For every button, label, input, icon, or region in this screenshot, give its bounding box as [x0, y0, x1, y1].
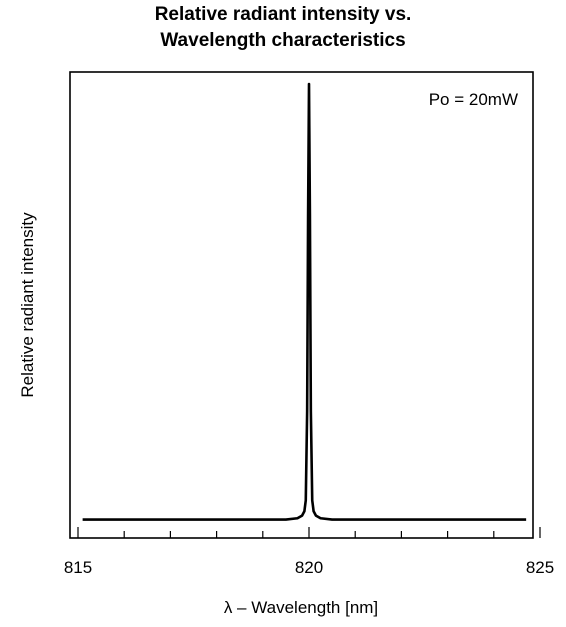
power-annotation: Po = 20mW	[429, 90, 518, 109]
x-tick-label: 825	[526, 558, 554, 577]
x-axis-label: λ – Wavelength [nm]	[224, 598, 378, 617]
x-ticks	[77, 527, 541, 538]
x-tick-label: 820	[295, 558, 323, 577]
plot-frame	[69, 71, 534, 539]
chart-title-line-2: Wavelength characteristics	[160, 30, 406, 51]
x-tick-labels: 815 820 825	[64, 558, 554, 577]
chart-title: Relative radiant intensity vs. Wavelengt…	[0, 2, 566, 54]
x-tick-label: 815	[64, 558, 92, 577]
spectrum-line	[82, 82, 527, 521]
chart-title-line-1: Relative radiant intensity vs.	[154, 4, 412, 25]
y-axis-label: Relative radiant intensity	[18, 212, 37, 398]
